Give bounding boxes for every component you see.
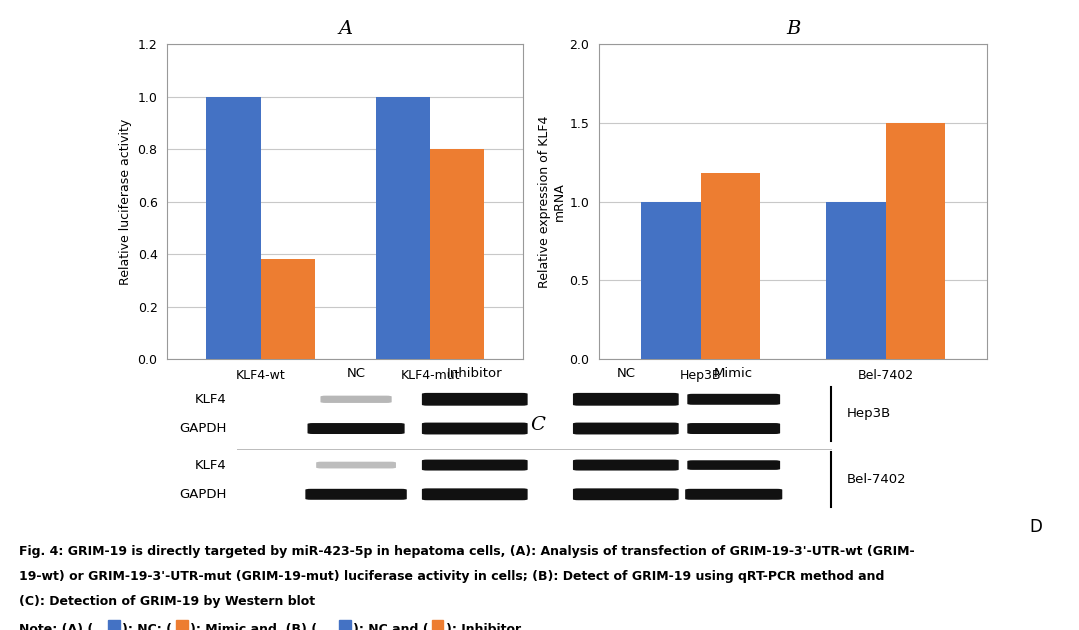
Text: A: A: [338, 20, 353, 38]
FancyBboxPatch shape: [573, 423, 679, 435]
FancyBboxPatch shape: [422, 460, 528, 471]
FancyBboxPatch shape: [573, 488, 679, 500]
Text: KLF4: KLF4: [195, 459, 227, 472]
FancyBboxPatch shape: [573, 393, 679, 406]
Text: Bel-7402: Bel-7402: [847, 473, 906, 486]
Text: GAPDH: GAPDH: [179, 422, 227, 435]
FancyBboxPatch shape: [305, 489, 407, 500]
FancyBboxPatch shape: [422, 393, 528, 406]
Bar: [641, 202, 700, 359]
Text: Note: (A) (: Note: (A) (: [19, 623, 94, 630]
Text: B: B: [786, 20, 801, 38]
Bar: [206, 96, 260, 359]
Text: ): Inhibitor: ): Inhibitor: [446, 623, 521, 630]
Text: ): NC; (: ): NC; (: [122, 623, 172, 630]
Bar: [700, 173, 760, 359]
Text: NC: NC: [616, 367, 636, 381]
FancyBboxPatch shape: [422, 488, 528, 500]
Bar: [431, 149, 484, 359]
FancyBboxPatch shape: [685, 489, 782, 500]
FancyBboxPatch shape: [573, 460, 679, 471]
Y-axis label: Relative expression of KLF4
mRNA: Relative expression of KLF4 mRNA: [538, 115, 566, 288]
FancyBboxPatch shape: [687, 423, 780, 434]
Text: 19-wt) or GRIM-19-3'-UTR-mut (GRIM-19-mut) luciferase activity in cells; (B): De: 19-wt) or GRIM-19-3'-UTR-mut (GRIM-19-mu…: [19, 570, 885, 583]
Text: ): NC and (: ): NC and (: [353, 623, 428, 630]
Text: D: D: [1029, 518, 1042, 536]
Text: Fig. 4: GRIM-19 is directly targeted by miR-423-5p in hepatoma cells, (A): Analy: Fig. 4: GRIM-19 is directly targeted by …: [19, 545, 915, 558]
Text: ): Mimic and  (B) (: ): Mimic and (B) (: [190, 623, 317, 630]
FancyBboxPatch shape: [316, 462, 396, 469]
Text: C: C: [531, 416, 545, 434]
Bar: [375, 96, 431, 359]
Bar: [260, 260, 315, 359]
Y-axis label: Relative luciferase activity: Relative luciferase activity: [119, 118, 132, 285]
Text: NC: NC: [346, 367, 366, 381]
Text: Inhibitor: Inhibitor: [447, 367, 503, 381]
FancyBboxPatch shape: [687, 461, 780, 470]
FancyBboxPatch shape: [422, 423, 528, 435]
Text: KLF4: KLF4: [195, 392, 227, 406]
Bar: [886, 123, 945, 359]
FancyBboxPatch shape: [320, 396, 392, 403]
Bar: [827, 202, 886, 359]
Text: GAPDH: GAPDH: [179, 488, 227, 501]
Text: (C): Detection of GRIM-19 by Western blot: (C): Detection of GRIM-19 by Western blo…: [19, 595, 315, 609]
FancyBboxPatch shape: [308, 423, 405, 434]
Text: Hep3B: Hep3B: [847, 408, 891, 420]
Text: Mimic: Mimic: [714, 367, 753, 381]
FancyBboxPatch shape: [687, 394, 780, 404]
